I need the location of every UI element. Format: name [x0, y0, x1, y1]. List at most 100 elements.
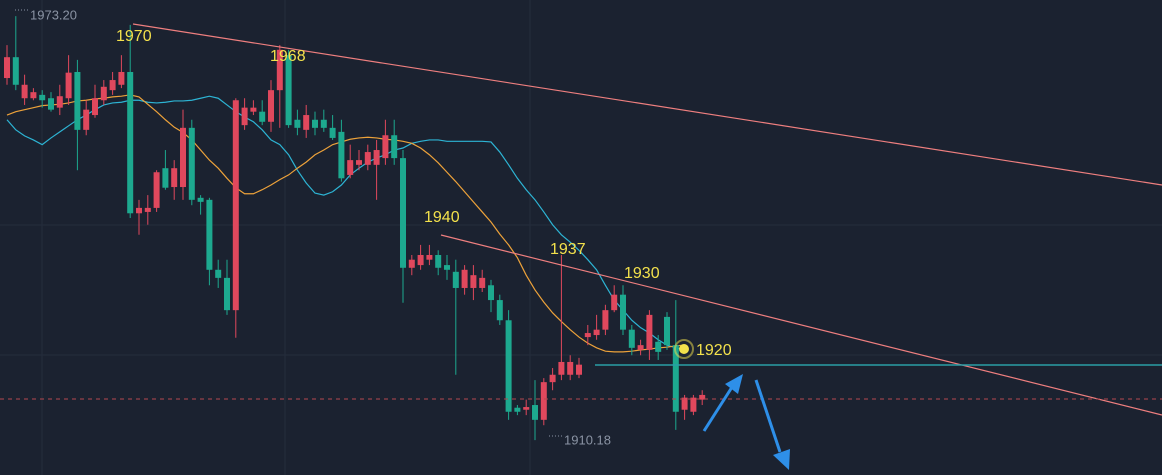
candle-body	[558, 361, 565, 375]
candle-body	[215, 269, 222, 278]
candle-body	[496, 300, 503, 321]
marker-dot	[679, 344, 689, 354]
candle-body	[488, 285, 494, 301]
candle-body	[153, 172, 160, 208]
candle-body	[39, 94, 46, 101]
candle-body	[56, 96, 63, 108]
candle-body	[505, 320, 512, 412]
candle-body	[540, 382, 547, 420]
candle-body	[197, 197, 204, 202]
candle-body	[259, 111, 266, 122]
candle-body	[461, 269, 468, 288]
candle-body	[391, 135, 398, 159]
candle-body	[567, 361, 574, 375]
candle-body	[690, 397, 697, 412]
candle-body	[276, 49, 283, 91]
annotation: 1930	[624, 265, 660, 282]
candle-body	[30, 92, 37, 99]
candle-body	[637, 345, 644, 350]
candle-body	[470, 275, 477, 288]
candle-body	[426, 254, 433, 260]
plot	[4, 16, 706, 441]
trend-line	[440, 234, 1162, 416]
high-label: 1973.20	[30, 7, 77, 22]
candle-body	[320, 119, 327, 128]
candle-body	[479, 277, 486, 288]
arrow-head	[725, 374, 743, 394]
candle-body	[584, 333, 591, 338]
candle-body	[523, 407, 530, 410]
candle-body	[364, 152, 371, 165]
candle-body	[4, 57, 10, 79]
annotation: 1920	[696, 342, 732, 359]
candle-body	[646, 314, 653, 350]
candle-body	[602, 310, 609, 330]
candle-body	[435, 254, 442, 268]
candle-body	[118, 71, 125, 85]
ma-line	[6, 94, 685, 353]
candle-body	[171, 168, 178, 188]
candle-body	[699, 394, 706, 400]
candle-body	[162, 168, 169, 188]
candle-body	[338, 131, 345, 179]
candle-body	[611, 294, 618, 311]
candle-body	[232, 100, 239, 311]
annotation: 1970	[116, 28, 152, 45]
candle-body	[241, 107, 248, 126]
candle-body	[144, 207, 151, 212]
candle-body	[408, 259, 415, 268]
candle-body	[400, 158, 406, 268]
candle-body	[294, 119, 301, 128]
candle-body	[92, 98, 98, 116]
candle-body	[74, 71, 81, 130]
candle-body	[532, 405, 538, 420]
candle-body	[21, 84, 28, 99]
low-label: 1910.18	[564, 432, 611, 447]
candle-body	[180, 127, 186, 188]
candle-body	[620, 294, 626, 330]
candle-body	[672, 345, 679, 412]
candle-body	[206, 199, 213, 270]
candle-body	[382, 135, 389, 159]
candle-body	[48, 98, 54, 110]
candle-body	[188, 127, 195, 200]
candle-body	[136, 207, 142, 214]
candle-body	[549, 374, 556, 383]
trend-line	[132, 23, 1162, 186]
candle-body	[664, 316, 670, 346]
candle-body	[224, 277, 230, 311]
candle-body	[593, 329, 600, 336]
candle-body	[329, 127, 336, 138]
candle-body	[681, 397, 688, 410]
candle-body	[65, 72, 72, 99]
candle-body	[127, 71, 134, 214]
candle-body	[356, 160, 362, 165]
candle-body	[655, 341, 662, 352]
arrow-head	[773, 449, 790, 470]
marker-ring	[674, 339, 694, 359]
annotations: 1970 1968 1940 1937 1930 1920	[116, 28, 732, 359]
candle-body	[312, 119, 318, 128]
candle-body	[303, 115, 310, 130]
candle-body	[268, 90, 274, 122]
candle-body	[109, 80, 116, 91]
candle-body	[83, 109, 90, 130]
candle-body	[285, 55, 292, 126]
arrow-up	[702, 383, 736, 432]
arrow-down	[754, 379, 782, 453]
candle-body	[452, 271, 459, 288]
candle-body	[628, 329, 635, 348]
annotation: 1940	[424, 209, 460, 226]
candle-body	[12, 57, 19, 85]
annotation: 1968	[270, 48, 306, 65]
annotation: 1937	[550, 241, 586, 258]
candle-body	[100, 86, 107, 101]
candle-body	[417, 254, 424, 266]
drawings: 1973.20 1910.18	[0, 7, 1162, 470]
ma-line	[6, 95, 685, 351]
candle-body	[373, 150, 380, 165]
candle-body	[444, 265, 450, 270]
